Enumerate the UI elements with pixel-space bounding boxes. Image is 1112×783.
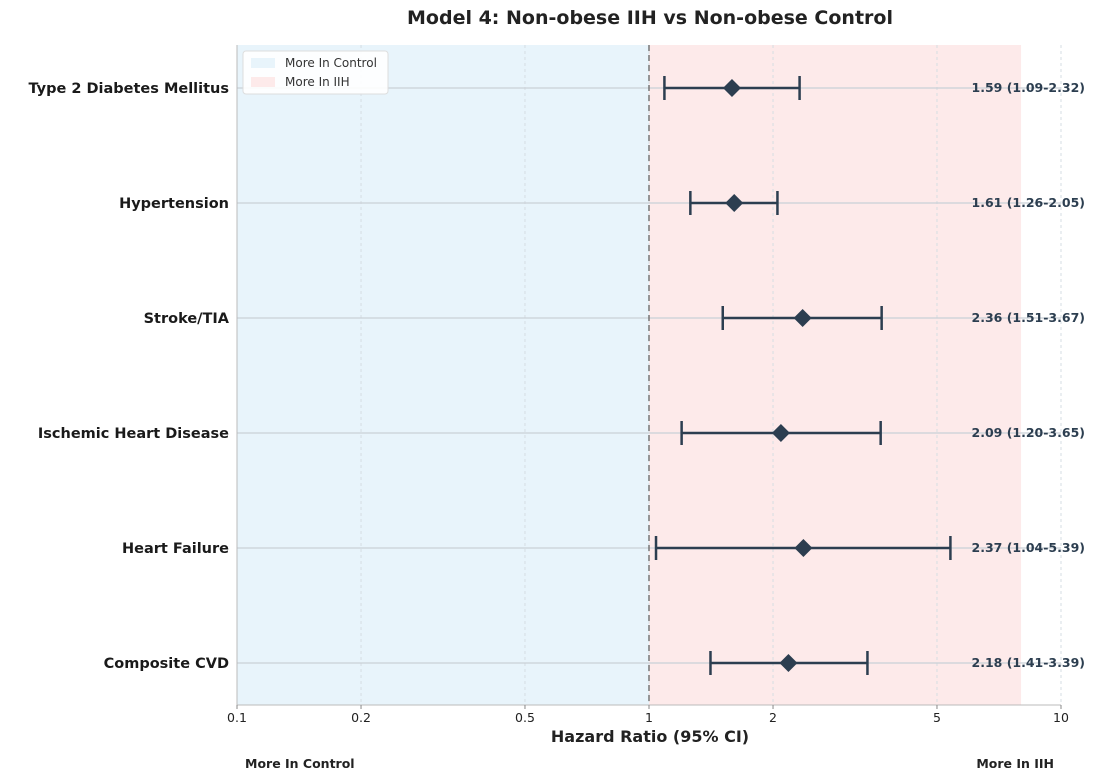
hr-point	[722, 79, 741, 97]
x-tick-label: 0.5	[515, 710, 535, 725]
x-axis-label: Hazard Ratio (95% CI)	[551, 727, 749, 746]
hr-annotation: 2.36 (1.51-3.67)	[972, 310, 1086, 325]
x-tick-label: 0.2	[351, 710, 371, 725]
legend-box	[242, 50, 389, 95]
legend-label: More In IIH	[285, 75, 350, 89]
hr-point	[725, 194, 744, 212]
bottom-note-right: More In IIH	[976, 756, 1054, 771]
row-label: Composite CVD	[104, 656, 229, 672]
hr-annotation: 1.61 (1.26-2.05)	[972, 195, 1086, 210]
plot-area: 0.1 0.2 0.5 1 2 5 10 Type 2 Diabetes Mellitus 1.…	[28, 45, 1085, 725]
x-tick-label: 0.1	[227, 710, 247, 725]
hr-point	[794, 539, 813, 557]
hr-annotation: 1.59 (1.09-2.32)	[972, 80, 1086, 95]
hr-point	[793, 309, 812, 327]
legend-label: More In Control	[285, 56, 377, 70]
row-label: Ischemic Heart Disease	[38, 426, 229, 442]
chart-title: Model 4: Non-obese IIH vs Non-obese Cont…	[407, 7, 893, 29]
hr-annotation: 2.09 (1.20-3.65)	[972, 425, 1086, 440]
hr-annotation: 2.37 (1.04-5.39)	[972, 540, 1086, 555]
x-tick-label: 10	[1053, 710, 1069, 725]
shaded-region-0	[237, 45, 649, 705]
legend-swatch	[251, 77, 275, 87]
legend-swatch	[251, 58, 275, 68]
x-tick-label: 2	[769, 710, 777, 725]
row-label: Heart Failure	[122, 541, 229, 557]
row-label: Type 2 Diabetes Mellitus	[28, 81, 229, 97]
hr-point	[771, 424, 790, 442]
row-label: Stroke/TIA	[144, 311, 230, 327]
bottom-note-left: More In Control	[245, 756, 355, 771]
x-tick-label: 1	[645, 710, 653, 725]
shaded-region-1	[649, 45, 1022, 705]
hr-annotation: 2.18 (1.41-3.39)	[972, 655, 1086, 670]
hr-point	[779, 654, 798, 672]
x-tick-label: 5	[933, 710, 941, 725]
row-label: Hypertension	[119, 196, 229, 212]
